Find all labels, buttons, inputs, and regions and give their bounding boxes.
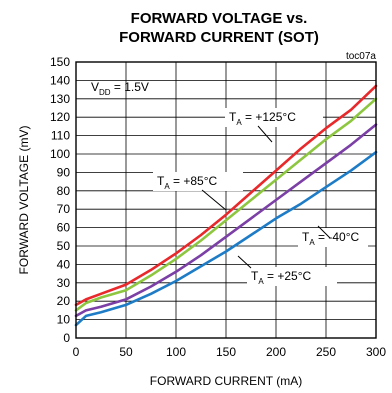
y-tick-label: 60 (57, 221, 71, 235)
series-label-2: TA = +25°C (251, 269, 312, 286)
series-layer (74, 84, 378, 327)
y-tick-label: 90 (57, 165, 71, 179)
condition-label: VDD = 1.5V (91, 80, 149, 97)
series-pointer-1 (201, 189, 227, 211)
y-tick-label: 80 (57, 184, 71, 198)
series-line-0 (74, 84, 378, 307)
tick-labels: 0 50 100 150 200 250 300 0 10 20 30 40 50 60 70 80 90 100… (50, 55, 386, 359)
y-tick-label: 10 (57, 313, 71, 327)
y-tick-label: 50 (57, 239, 71, 253)
x-tick-label: 200 (266, 345, 286, 359)
y-tick-label: 100 (50, 147, 70, 161)
y-axis-label: FORWARD VOLTAGE (mV) (17, 126, 31, 275)
x-tick-label: 250 (316, 345, 336, 359)
figure-id: toc07a (346, 51, 376, 62)
chart-title-line2: FORWARD CURRENT (SOT) (119, 29, 319, 46)
x-tick-label: 0 (73, 345, 80, 359)
y-tick-label: 20 (57, 294, 71, 308)
y-tick-label: 0 (63, 331, 70, 345)
series-label-0-bg (225, 108, 323, 127)
series-label-2-bg (247, 267, 337, 286)
x-axis-label: FORWARD CURRENT (mA) (150, 374, 302, 388)
y-tick-label: 140 (50, 73, 70, 87)
y-tick-label: 110 (51, 129, 70, 143)
series-label-0: TA = +125°C (229, 110, 296, 127)
series-label-1: TA = +85°C (157, 174, 218, 191)
series-pointer-2 (237, 255, 252, 269)
x-tick-label: 300 (366, 345, 386, 359)
series-pointer-3 (317, 225, 331, 239)
y-tick-label: 150 (50, 55, 70, 69)
x-tick-label: 100 (166, 345, 186, 359)
series-label-1-bg (153, 172, 243, 191)
y-tick-label: 70 (57, 202, 71, 216)
y-tick-label: 30 (57, 276, 71, 290)
y-tick-label: 130 (50, 92, 70, 106)
series-line-2 (74, 123, 378, 318)
plot-frame (75, 61, 377, 339)
grid (75, 61, 377, 339)
series-pointer-0 (257, 125, 273, 143)
y-tick-label: 40 (57, 257, 71, 271)
series-label-3-bg (298, 228, 368, 247)
chart-title-line1: FORWARD VOLTAGE vs. (131, 10, 308, 27)
series-line-3 (74, 150, 378, 327)
x-tick-label: 150 (216, 345, 236, 359)
y-tick-label: 120 (50, 110, 70, 124)
x-tick-label: 50 (119, 345, 133, 359)
series-line-1 (74, 97, 378, 312)
